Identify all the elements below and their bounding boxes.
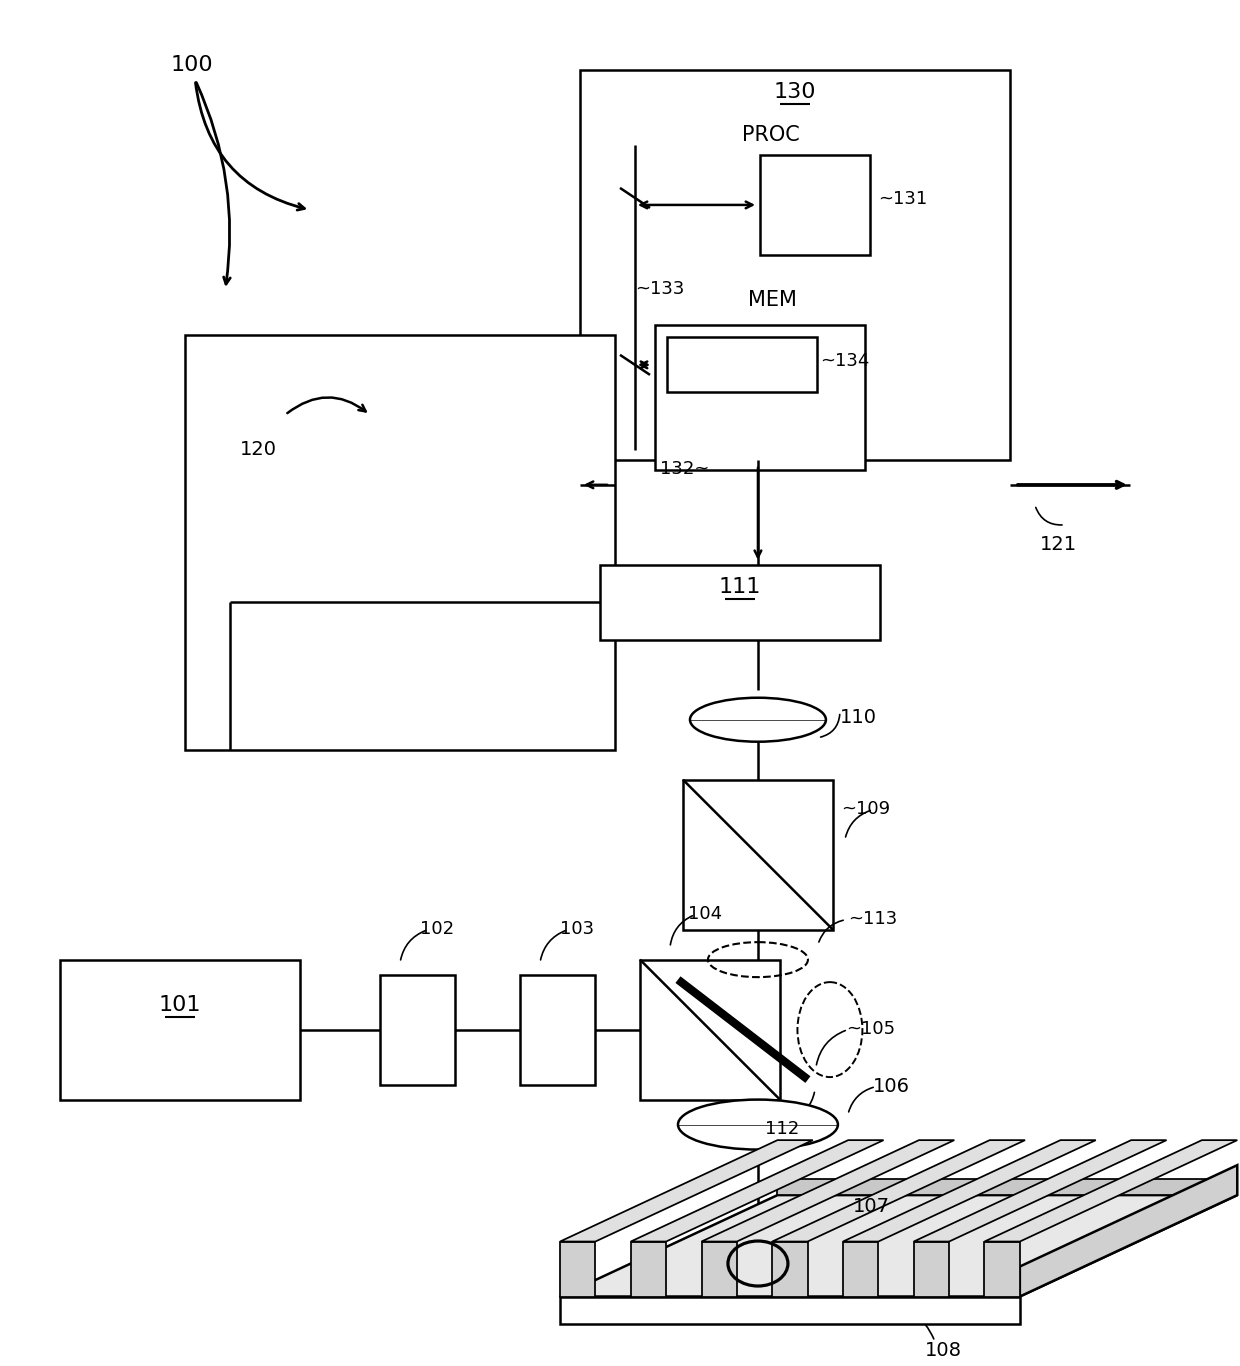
Bar — [580, 70, 1009, 460]
Polygon shape — [843, 1141, 1096, 1242]
Text: ~105: ~105 — [846, 1019, 895, 1038]
Bar — [683, 780, 833, 930]
Text: 103: 103 — [560, 919, 594, 937]
Text: 104: 104 — [688, 904, 722, 922]
Polygon shape — [773, 1141, 1025, 1242]
Polygon shape — [560, 1296, 1019, 1325]
Polygon shape — [560, 1242, 595, 1296]
Text: 130: 130 — [774, 82, 816, 102]
Polygon shape — [702, 1242, 737, 1296]
Bar — [640, 960, 780, 1100]
Polygon shape — [777, 1179, 1238, 1195]
Polygon shape — [985, 1141, 1238, 1242]
Polygon shape — [560, 1195, 1238, 1296]
Text: 100: 100 — [170, 55, 213, 75]
Polygon shape — [914, 1242, 949, 1296]
Polygon shape — [843, 1242, 878, 1296]
Bar — [600, 564, 880, 639]
Bar — [760, 154, 870, 255]
Text: ~134: ~134 — [820, 352, 869, 370]
Text: 108: 108 — [925, 1341, 962, 1361]
Bar — [520, 974, 595, 1085]
Text: 121: 121 — [1040, 535, 1078, 553]
Text: ~113: ~113 — [848, 910, 898, 928]
Text: 107: 107 — [853, 1197, 890, 1216]
Text: ~133: ~133 — [635, 280, 684, 298]
Bar — [667, 337, 817, 392]
Polygon shape — [914, 1141, 1167, 1242]
Polygon shape — [702, 1141, 955, 1242]
Text: 112: 112 — [765, 1120, 800, 1138]
Text: 111: 111 — [719, 576, 761, 597]
Text: 106: 106 — [873, 1076, 910, 1096]
Polygon shape — [1019, 1165, 1238, 1296]
Bar — [381, 974, 455, 1085]
Text: PROC: PROC — [742, 124, 800, 145]
Text: ~109: ~109 — [841, 799, 890, 818]
Text: 120: 120 — [241, 440, 278, 459]
Polygon shape — [631, 1141, 884, 1242]
Ellipse shape — [689, 698, 826, 742]
Bar — [61, 960, 300, 1100]
Polygon shape — [773, 1242, 807, 1296]
Text: MEM: MEM — [748, 290, 797, 310]
Bar — [655, 325, 866, 470]
Polygon shape — [631, 1242, 666, 1296]
Bar — [185, 335, 615, 750]
Polygon shape — [985, 1242, 1019, 1296]
Polygon shape — [560, 1141, 813, 1242]
Ellipse shape — [678, 1100, 838, 1150]
Text: 110: 110 — [839, 708, 877, 727]
Text: 101: 101 — [159, 994, 201, 1015]
Text: 102: 102 — [420, 919, 454, 937]
Text: ~131: ~131 — [878, 190, 928, 208]
Text: 132~: 132~ — [660, 460, 709, 478]
